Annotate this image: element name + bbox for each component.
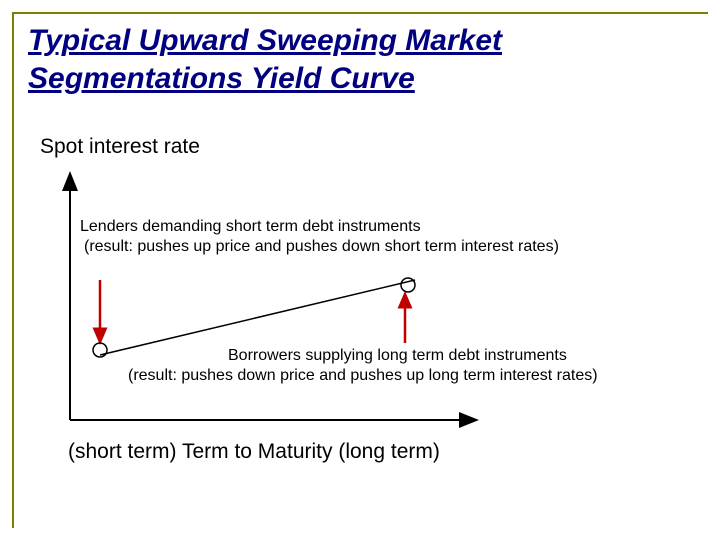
long-term-marker bbox=[401, 278, 415, 292]
yield-curve-diagram bbox=[0, 0, 720, 540]
yield-curve-line bbox=[100, 280, 415, 355]
